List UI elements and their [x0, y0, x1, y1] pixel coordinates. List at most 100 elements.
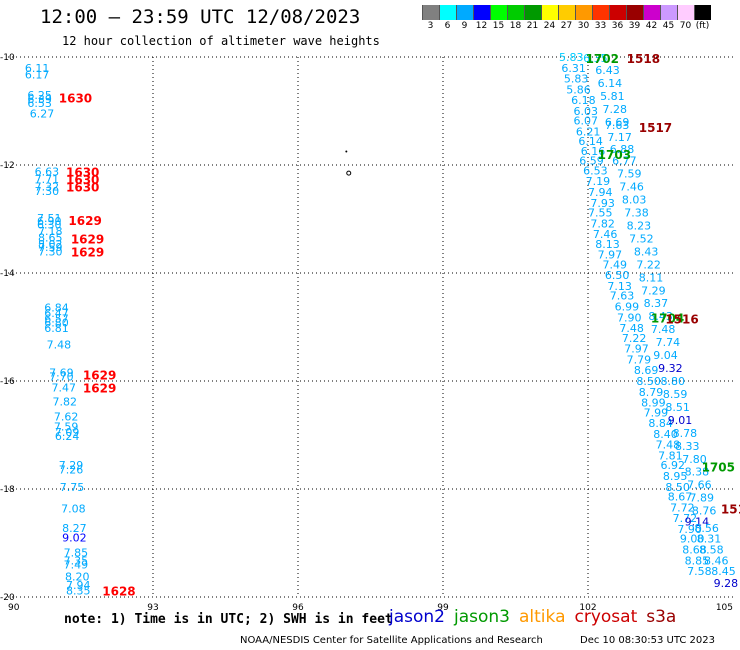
wave-height-point: 8.03 [622, 194, 647, 207]
wave-height-point: 9.00 [680, 533, 705, 546]
x-tick-label: 105 [716, 603, 733, 613]
footer-credit: NOAA/NESDIS Center for Satellite Applica… [240, 635, 543, 646]
wave-height-points: 6.116.176.256.396.536.276.637.717.327.30… [25, 51, 738, 598]
legend-swatch [643, 5, 660, 20]
wave-height-point: 9.14 [685, 515, 710, 528]
legend-swatch [456, 5, 473, 20]
pass-time-label: 1630 [66, 181, 99, 195]
wave-height-point: 7.55 [588, 207, 613, 220]
pass-time-label: 1516 [665, 312, 698, 326]
wave-height-point: 8.76 [692, 505, 717, 518]
wave-height-point: 8.67 [668, 491, 693, 504]
wave-height-point: 7.38 [624, 207, 649, 220]
wave-height-point: 6.11 [25, 62, 49, 75]
wave-height-point: 6.35 [583, 52, 608, 65]
wave-height-point: 7.59 [617, 168, 642, 181]
wave-height-point: 9.02 [62, 532, 86, 545]
wave-height-point: 8.78 [673, 427, 698, 440]
wave-height-point: 5.83 [564, 73, 589, 86]
wave-height-point: 7.97 [598, 249, 623, 262]
wave-height-point: 7.28 [603, 103, 628, 116]
wave-height-point: 7.49 [603, 258, 628, 271]
wave-height-point: 7.58 [687, 565, 712, 578]
wave-height-point: 7.99 [644, 406, 669, 419]
wave-height-point: 7.22 [636, 258, 661, 271]
wave-height-point: 8.99 [641, 397, 666, 410]
wave-height-point: 8.95 [663, 470, 688, 483]
legend-swatch [507, 5, 524, 20]
wave-height-point: 7.75 [60, 481, 85, 494]
wave-height-point: 7.48 [619, 322, 644, 335]
wave-height-point: 7.18 [38, 225, 63, 238]
wave-height-point: 7.72 [670, 501, 695, 514]
marker-dot [345, 150, 348, 153]
x-tick-label: 96 [292, 603, 304, 613]
wave-height-point: 7.93 [590, 197, 615, 210]
color-scale-legend [422, 5, 711, 20]
wave-height-point: 7.46 [593, 228, 618, 241]
wave-height-point: 7.46 [619, 181, 644, 194]
pass-time-label: 1628 [102, 585, 135, 599]
wave-height-point: 6.30 [37, 218, 62, 231]
pass-time-label: 1704 [651, 311, 684, 325]
wave-height-point: 6.03 [574, 105, 599, 118]
wave-height-point: 6.25 [27, 89, 52, 102]
y-tick-label: -16 [0, 377, 15, 387]
legend-swatch [592, 5, 609, 20]
wave-height-point: 7.59 [54, 420, 79, 433]
y-tick-label: -18 [0, 485, 15, 495]
legend-swatch [490, 5, 507, 20]
y-tick-label: -14 [0, 269, 15, 279]
wave-height-point: 5.86 [566, 83, 591, 96]
wave-height-point: 6.69 [605, 116, 630, 129]
wave-height-point: 6.14 [578, 135, 603, 148]
wave-height-point: 8.46 [704, 554, 729, 567]
pass-time-label: 1518 [627, 52, 660, 66]
legend-swatch-label: 12 [475, 21, 488, 31]
wave-height-point: 8.31 [697, 533, 722, 546]
y-tick-label: -12 [0, 161, 15, 171]
wave-height-point: 6.92 [661, 459, 686, 472]
pass-time-label: 1629 [71, 245, 104, 259]
wave-height-point: 8.27 [62, 522, 86, 535]
wave-height-point: 7.51 [37, 212, 62, 225]
wave-height-point: 6.47 [44, 307, 69, 320]
footer-timestamp: Dec 10 08:30:53 UTC 2023 [580, 635, 715, 646]
legend-swatch [694, 5, 711, 20]
x-tick-label: 102 [579, 603, 596, 613]
wave-height-point: 8.56 [694, 522, 719, 535]
wave-height-point: 6.31 [561, 62, 586, 75]
legend-swatch-label: 36 [611, 21, 624, 31]
pass-time-label: 1630 [59, 92, 92, 106]
wave-height-point: 7.72 [673, 512, 698, 525]
wave-height-point: 8.68 [682, 543, 707, 556]
wave-height-point: 8.51 [665, 401, 690, 414]
legend-swatch [439, 5, 456, 20]
legend-swatch-label: 15 [492, 21, 505, 31]
wave-height-point: 6.84 [44, 302, 69, 315]
wave-height-point: 8.20 [65, 570, 90, 583]
wave-height-point: 7.63 [605, 119, 630, 132]
wave-height-point: 7.13 [607, 280, 632, 293]
page-title: 12:00 – 23:59 UTC 12/08/2023 [40, 6, 361, 28]
wave-height-point: 7.71 [35, 173, 60, 186]
legend-swatch-label: 30 [577, 21, 590, 31]
satellite-legend-item: altika [519, 607, 566, 627]
wave-height-point: 7.63 [610, 290, 635, 303]
wave-height-point: 6.88 [610, 143, 635, 156]
wave-height-point: 8.02 [38, 238, 63, 251]
wave-height-point: 8.43 [634, 245, 659, 258]
pass-time-label: 151 [721, 502, 740, 516]
wave-height-point: 7.59 [38, 241, 63, 254]
legend-swatch-label: 24 [543, 21, 556, 31]
wave-height-point: 8.80 [661, 375, 686, 388]
wave-height-point: 7.82 [590, 217, 615, 230]
wave-height-point: 7.30 [38, 245, 63, 258]
y-tick-label: -20 [0, 593, 15, 603]
wave-height-point: 8.37 [644, 297, 669, 310]
pass-time-label: 1517 [639, 121, 672, 135]
wave-height-point: 7.74 [656, 336, 681, 349]
wave-height-point: 7.94 [588, 186, 613, 199]
wave-height-point: 7.47 [52, 381, 77, 394]
pass-time-label: 1629 [83, 369, 116, 383]
